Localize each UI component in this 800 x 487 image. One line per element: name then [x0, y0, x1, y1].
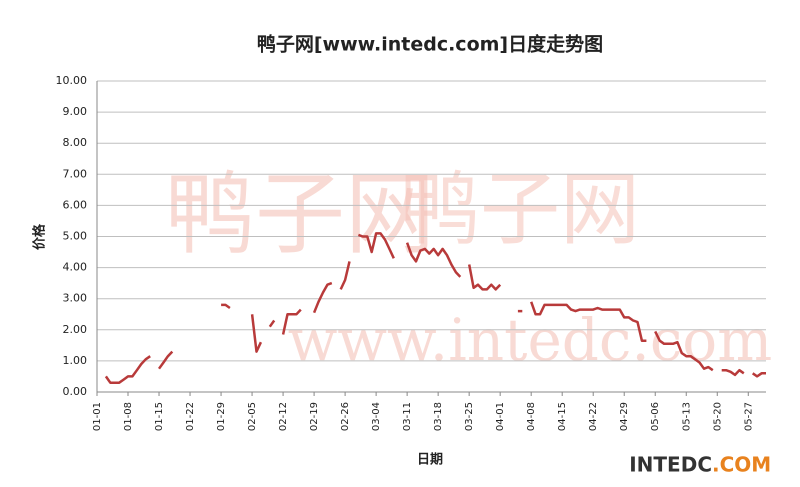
x-tick-label: 03-25: [464, 402, 475, 431]
watermark-logo-2: 鸭子网: [400, 163, 640, 256]
brand: INTEDC: [629, 453, 712, 477]
brand-suffix: .COM: [712, 453, 771, 477]
x-tick-label: 01-08: [123, 402, 134, 431]
watermark-logo: 鸭子网: [165, 162, 435, 267]
y-tick-label: 3.00: [63, 292, 88, 305]
x-tick-label: 02-26: [340, 402, 351, 431]
x-tick-label: 04-22: [588, 402, 599, 431]
y-tick-label: 0.00: [63, 385, 88, 398]
x-tick-label: 04-08: [526, 402, 537, 431]
x-tick-label: 01-22: [185, 402, 196, 431]
x-axis-label: 日期: [417, 453, 443, 468]
x-tick-label: 05-06: [650, 402, 661, 431]
watermark-url: www.intedc.com: [288, 306, 772, 374]
line: [104, 232, 766, 384]
y-tick-label: 2.00: [63, 323, 88, 336]
x-tick-label: 05-20: [712, 402, 723, 431]
x-tick-label: 01-29: [216, 402, 227, 431]
x-tick-label: 05-13: [681, 402, 692, 431]
y-axis-label: 价格: [32, 223, 48, 250]
x-tick-label: 05-27: [743, 402, 754, 431]
y-tick-label: 7.00: [63, 167, 88, 180]
x-tick-label: 03-18: [433, 402, 444, 431]
x-tick-label: 03-11: [402, 402, 413, 431]
y-tick-label: 8.00: [63, 136, 88, 149]
x-tick-label: 04-29: [619, 402, 630, 431]
x-tick-label: 04-01: [495, 402, 506, 431]
x-tick-label: 04-15: [557, 402, 568, 431]
x-tick-label: 01-15: [154, 402, 165, 431]
x-tick-label: 03-04: [371, 402, 382, 431]
y-tick-label: 6.00: [63, 198, 88, 211]
x-tick-label: 02-05: [247, 402, 258, 431]
x-tick-label: 02-12: [278, 402, 289, 431]
y-tick-label: 10.00: [56, 74, 88, 87]
x-tick-label: 01-01: [92, 402, 103, 431]
y-tick-label: 9.00: [63, 105, 88, 118]
y-tick-label: 1.00: [63, 354, 88, 367]
chart-title: 鸭子网[www.intedc.com]日度走势图: [257, 33, 603, 56]
x-tick-label: 02-19: [309, 402, 320, 431]
y-tick-label: 4.00: [63, 261, 88, 274]
y-tick-label: 5.00: [63, 230, 88, 243]
